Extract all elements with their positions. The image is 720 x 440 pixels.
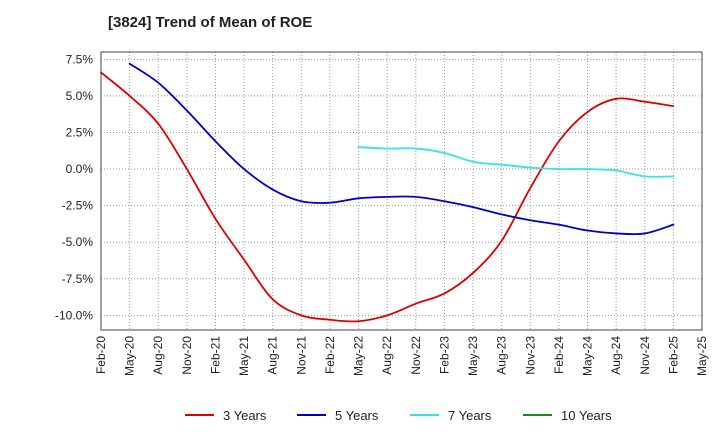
y-tick-label: 0.0% (66, 162, 94, 176)
y-tick-label: -2.5% (62, 199, 94, 213)
y-tick-label: 5.0% (66, 89, 94, 103)
y-tick-label: -5.0% (62, 235, 94, 249)
chart-title: [3824] Trend of Mean of ROE (108, 14, 313, 31)
x-tick-label: Feb-25 (666, 336, 680, 374)
legend-label-10-years: 10 Years (561, 408, 612, 423)
x-tick-label: May-20 (123, 336, 137, 376)
legend-label-3-years: 3 Years (223, 408, 267, 423)
x-tick-label: Nov-20 (180, 336, 194, 375)
x-tick-label: Nov-23 (523, 336, 537, 375)
x-tick-label: Aug-23 (495, 336, 509, 375)
x-tick-label: Feb-23 (437, 336, 451, 374)
x-tick-label: Nov-21 (294, 336, 308, 375)
x-tick-label: Feb-21 (208, 336, 222, 374)
legend-label-5-years: 5 Years (335, 408, 379, 423)
y-tick-label: 7.5% (66, 52, 94, 66)
x-tick-label: Aug-21 (266, 336, 280, 375)
x-tick-label: Aug-24 (609, 336, 623, 375)
x-tick-label: May-22 (352, 336, 366, 376)
series-line-5-years (128, 62, 675, 236)
x-tick-label: Feb-20 (94, 336, 108, 374)
series-line-7-years (357, 146, 675, 178)
legend-label-7-years: 7 Years (448, 408, 492, 423)
x-tick-label: Nov-24 (638, 336, 652, 375)
y-tick-label: 2.5% (66, 125, 94, 139)
x-tick-label: May-24 (581, 336, 595, 376)
plot-frame (100, 51, 703, 331)
x-tick-label: May-23 (466, 336, 480, 376)
x-tick-label: Nov-22 (409, 336, 423, 375)
series-line-3-years (100, 71, 675, 323)
x-tick-label: Aug-22 (380, 336, 394, 375)
y-tick-label: -10.0% (55, 308, 93, 322)
x-tick-label: May-25 (695, 336, 709, 376)
x-tick-label: Aug-20 (151, 336, 165, 375)
x-tick-label: May-21 (237, 336, 251, 376)
x-tick-label: Feb-24 (552, 336, 566, 374)
y-tick-label: -7.5% (62, 272, 94, 286)
x-tick-label: Feb-22 (323, 336, 337, 374)
